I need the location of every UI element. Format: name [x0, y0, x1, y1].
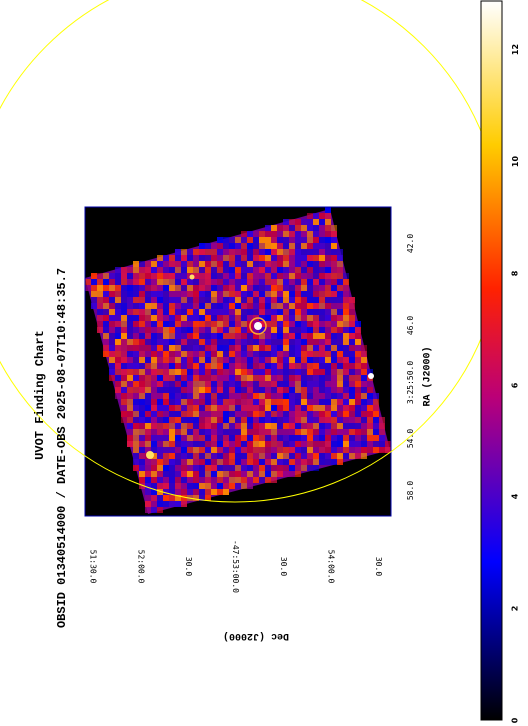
dec-tick-label: 30.0 — [278, 556, 288, 576]
ra-axis-label: RA (J2000) — [422, 345, 434, 407]
dec-tick-label: 30.0 — [373, 556, 383, 576]
sky-image — [85, 207, 391, 514]
ra-tick-label: 54.0 — [405, 428, 415, 448]
dec-tick-label: 52:00.0 — [136, 549, 146, 583]
source-marker — [249, 317, 267, 335]
image-noise — [85, 207, 391, 513]
extended-source — [146, 451, 154, 459]
star — [189, 274, 195, 280]
image-frame — [84, 206, 392, 517]
colorbar-tick-label: 2 — [510, 605, 520, 611]
chart-subtitle: OBSID 01340514000 / DATE-OBS 2025-08-07T… — [55, 267, 70, 629]
ra-tick-label: 58.0 — [405, 480, 415, 500]
chart-title: UVOT Finding Chart — [32, 330, 47, 460]
ra-tick-label: 46.0 — [405, 315, 415, 335]
colorbar-tick-label: 8 — [510, 270, 520, 276]
colorbar-tick-label: 12 — [510, 43, 520, 55]
colorbar-tick-label: 4 — [510, 493, 520, 499]
colorbar-tick-label: 6 — [510, 382, 520, 388]
dec-tick-label: 54:00.0 — [326, 549, 336, 583]
ra-tick-label: 42.0 — [405, 233, 415, 253]
bright-star — [368, 373, 374, 379]
dec-tick-label: 51:30.0 — [88, 549, 98, 583]
dec-tick-label: 30.0 — [183, 556, 193, 576]
bright-source — [254, 322, 262, 330]
dec-tick-label: -47:53:00.0 — [230, 539, 240, 593]
dec-axis-label: Dec (J2000) — [223, 629, 290, 641]
colorbar-tick-label: 10 — [510, 155, 520, 167]
ra-tick-label: 3:25:50.0 — [405, 360, 415, 404]
colorbar — [480, 0, 503, 721]
